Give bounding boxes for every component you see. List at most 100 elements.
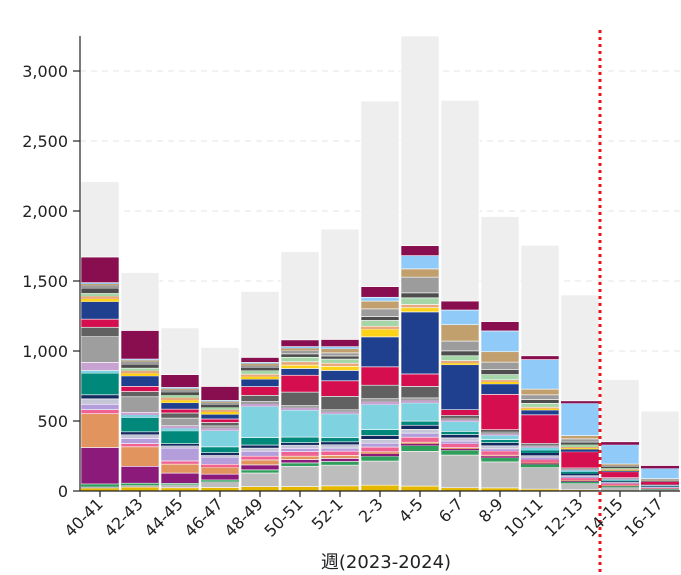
bar-segment bbox=[601, 469, 639, 471]
bar-segment bbox=[440, 300, 480, 311]
bar-segment bbox=[520, 359, 560, 390]
bar-segment bbox=[280, 350, 320, 355]
bar-segment bbox=[641, 487, 679, 489]
bar-segment bbox=[201, 464, 239, 468]
bar-segment bbox=[601, 487, 639, 491]
bar-segment bbox=[360, 366, 400, 386]
bar-segment bbox=[280, 368, 320, 376]
y-tick-label: 2,500 bbox=[22, 132, 68, 151]
bar-segment bbox=[321, 346, 359, 349]
bar-stack bbox=[80, 181, 120, 491]
bar-segment bbox=[400, 424, 440, 430]
bar-segment bbox=[601, 486, 639, 488]
bar-segment bbox=[360, 455, 400, 462]
bar-segment bbox=[81, 486, 119, 489]
bar-segment bbox=[161, 425, 199, 429]
bar-stack bbox=[120, 272, 160, 492]
bar-segment bbox=[200, 481, 240, 488]
bar-segment bbox=[400, 35, 440, 247]
x-tick-label: 8-9 bbox=[475, 494, 507, 526]
bar-segment bbox=[521, 462, 559, 464]
bar-segment bbox=[601, 466, 639, 469]
bar-segment bbox=[361, 401, 399, 405]
bar-segment bbox=[241, 365, 279, 368]
x-tick-label: 42-43 bbox=[101, 494, 147, 540]
bar-segment bbox=[120, 386, 160, 392]
bar-segment bbox=[561, 400, 599, 404]
bar-segment bbox=[120, 363, 160, 369]
bar-segment bbox=[160, 460, 200, 465]
bar-segment bbox=[240, 486, 280, 492]
bar-segment bbox=[400, 307, 440, 313]
bar-segment bbox=[80, 336, 120, 363]
bar-segment bbox=[200, 422, 240, 427]
bar-segment bbox=[401, 442, 439, 444]
bar-segment bbox=[321, 411, 359, 414]
bar-segment bbox=[241, 374, 279, 377]
bar-segment bbox=[561, 480, 599, 482]
bar-segment bbox=[160, 472, 200, 484]
bar-segment bbox=[400, 245, 440, 256]
bar-segment bbox=[521, 408, 559, 411]
bar-segment bbox=[240, 291, 280, 358]
bar-segment bbox=[201, 402, 239, 406]
bar-segment bbox=[320, 352, 360, 357]
bar-stack bbox=[560, 294, 600, 491]
x-tick-label: 14-15 bbox=[581, 494, 627, 540]
bar-segment bbox=[280, 409, 320, 438]
bar-segment bbox=[360, 316, 400, 321]
bar-segment bbox=[281, 407, 319, 411]
x-tick-label: 12-13 bbox=[541, 494, 587, 540]
bar-segment bbox=[601, 441, 639, 445]
bar-segment bbox=[81, 296, 119, 299]
bar-segment bbox=[441, 417, 479, 420]
bar-segment bbox=[360, 484, 400, 492]
bar-segment bbox=[160, 447, 200, 462]
bar-segment bbox=[360, 328, 400, 338]
bar-segment bbox=[440, 443, 480, 448]
bar-segment bbox=[601, 479, 639, 481]
bar-segment bbox=[281, 405, 319, 408]
bar-segment bbox=[320, 454, 360, 459]
bar-segment bbox=[641, 479, 679, 481]
bar-segment bbox=[280, 364, 320, 369]
bar-segment bbox=[481, 379, 519, 382]
bar-segment bbox=[241, 363, 279, 366]
bar-segment bbox=[400, 436, 440, 443]
bar-stack bbox=[400, 35, 440, 492]
bar-segment bbox=[400, 373, 440, 387]
bar-segment bbox=[200, 466, 240, 475]
bar-segment bbox=[280, 462, 320, 467]
bar-segment bbox=[400, 429, 440, 434]
x-tick-label: 46-47 bbox=[181, 494, 227, 540]
bar-segment bbox=[601, 481, 639, 483]
bar-segment bbox=[240, 469, 280, 474]
bar-segment bbox=[441, 447, 479, 449]
bar-segment bbox=[240, 386, 280, 396]
bar-segment bbox=[601, 482, 639, 484]
bar-segment bbox=[480, 361, 520, 370]
bar-segment bbox=[360, 442, 400, 448]
bar-segment bbox=[561, 480, 599, 481]
bar-segment bbox=[200, 386, 240, 401]
x-tick-label: 10-11 bbox=[501, 494, 547, 540]
bar-segment bbox=[560, 294, 600, 402]
bar-segment bbox=[121, 414, 159, 418]
bar-segment bbox=[281, 348, 319, 351]
bar-segment bbox=[521, 452, 559, 456]
bar-segment bbox=[440, 434, 480, 439]
bar-segment bbox=[280, 486, 320, 492]
bar-segment bbox=[600, 471, 640, 478]
bar-segment bbox=[560, 451, 600, 469]
bar-segment bbox=[320, 447, 360, 452]
bar-segment bbox=[600, 379, 640, 443]
bar-segment bbox=[240, 370, 280, 375]
bar-segment bbox=[521, 459, 559, 463]
bar-segment bbox=[241, 376, 279, 380]
bar-segment bbox=[481, 455, 519, 457]
bar-segment bbox=[201, 428, 239, 431]
bar-segment bbox=[521, 407, 559, 409]
bar-segment bbox=[121, 359, 159, 361]
bar-segment bbox=[481, 456, 519, 458]
bar-segment bbox=[440, 449, 480, 456]
